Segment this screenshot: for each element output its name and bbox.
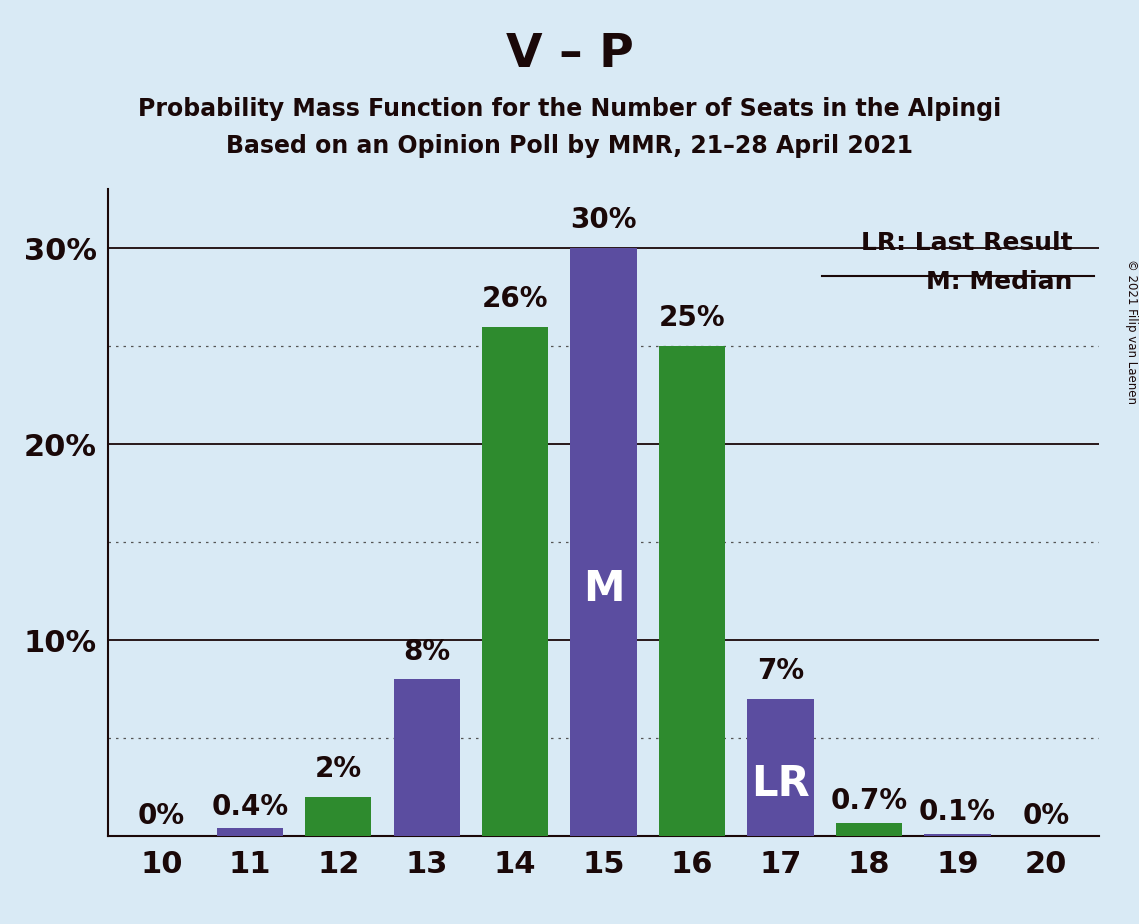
Text: M: M xyxy=(583,568,624,610)
Text: 0.4%: 0.4% xyxy=(211,793,288,821)
Text: Based on an Opinion Poll by MMR, 21–28 April 2021: Based on an Opinion Poll by MMR, 21–28 A… xyxy=(226,134,913,158)
Text: 25%: 25% xyxy=(658,305,726,333)
Text: 8%: 8% xyxy=(403,638,450,665)
Bar xyxy=(836,822,902,836)
Bar xyxy=(659,346,726,836)
Text: LR: Last Result: LR: Last Result xyxy=(861,231,1073,255)
Text: Probability Mass Function for the Number of Seats in the Alpingi: Probability Mass Function for the Number… xyxy=(138,97,1001,121)
Bar xyxy=(482,326,548,836)
Text: 26%: 26% xyxy=(482,285,549,313)
Text: 0.7%: 0.7% xyxy=(830,786,908,815)
Bar xyxy=(305,797,371,836)
Text: 2%: 2% xyxy=(314,755,362,784)
Text: LR: LR xyxy=(752,763,810,805)
Bar xyxy=(394,679,460,836)
Bar xyxy=(571,249,637,836)
Text: V – P: V – P xyxy=(506,32,633,78)
Text: 30%: 30% xyxy=(571,206,637,235)
Text: 0%: 0% xyxy=(138,802,185,831)
Text: 0.1%: 0.1% xyxy=(919,798,997,826)
Text: © 2021 Filip van Laenen: © 2021 Filip van Laenen xyxy=(1124,259,1138,404)
Text: 0%: 0% xyxy=(1023,802,1070,831)
Bar xyxy=(925,834,991,836)
Text: 7%: 7% xyxy=(757,657,804,686)
Bar xyxy=(747,699,813,836)
Bar xyxy=(216,829,282,836)
Text: M: Median: M: Median xyxy=(926,270,1073,294)
